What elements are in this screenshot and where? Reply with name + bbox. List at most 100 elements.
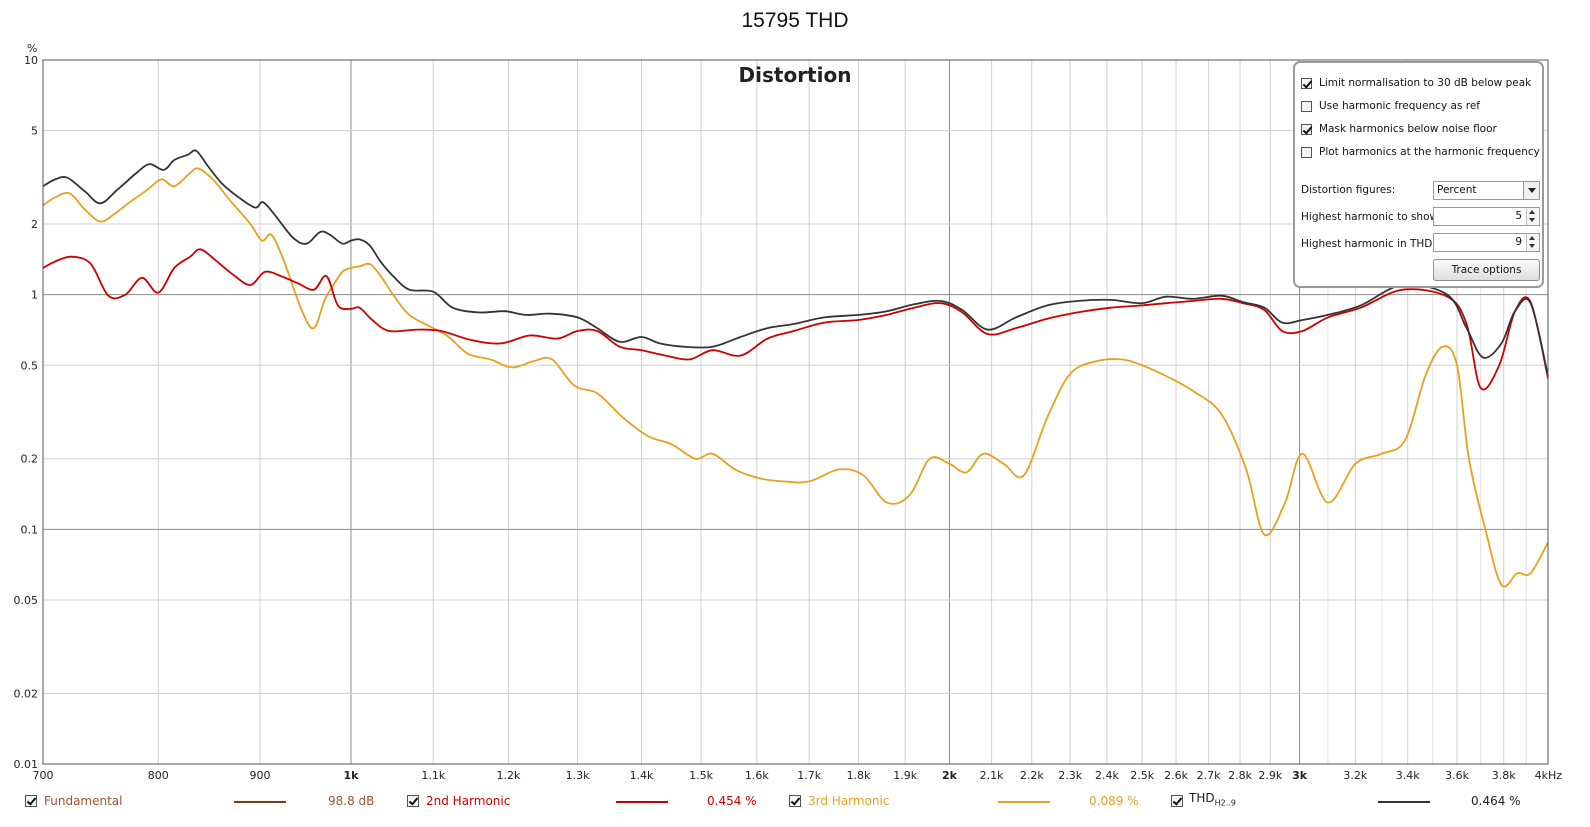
x-tick-label: 1k	[343, 769, 359, 782]
trace-options-button[interactable]: Trace options	[1433, 259, 1540, 281]
option-label: Limit normalisation to 30 dB below peak	[1319, 77, 1532, 89]
option-label: Mask harmonics below noise floor	[1319, 123, 1497, 135]
x-tick-label: 1.1k	[421, 769, 445, 782]
chevron-down-icon[interactable]	[1523, 182, 1539, 199]
x-tick-label: 3.2k	[1343, 769, 1367, 782]
distortion-chart[interactable]: 700 800 900 1k 1.1k 1.2k 1.3k 1.4k 1.5k 1.6k 1.7k 1…	[0, 0, 1590, 790]
x-tick-label: 1.2k	[496, 769, 520, 782]
x-tick-label: 2.2k	[1020, 769, 1044, 782]
legend-value: 0.464 %	[1471, 794, 1521, 808]
y-axis-unit: %	[27, 42, 37, 55]
x-tick-label: 3.4k	[1396, 769, 1420, 782]
x-tick-label: 2k	[942, 769, 958, 782]
highest-harmonic-show-spinner[interactable]: 5	[1433, 207, 1540, 226]
spinner-buttons[interactable]	[1526, 208, 1539, 225]
x-tick-label: 1.8k	[847, 769, 871, 782]
x-tick-label: 2.8k	[1228, 769, 1252, 782]
legend-swatch	[234, 801, 286, 803]
page-title: 15795 THD	[741, 9, 849, 32]
option-plot-harmonics[interactable]: Plot harmonics at the harmonic frequency	[1301, 144, 1540, 160]
plot-frame	[42, 59, 1549, 765]
x-tick-label: 1.3k	[566, 769, 590, 782]
x-tick-label: 1.6k	[745, 769, 769, 782]
y-tick-label: 1	[31, 289, 38, 302]
fundamental-checkbox[interactable]	[25, 795, 37, 807]
legend-swatch	[616, 801, 668, 803]
plot-title: Distortion	[739, 63, 852, 87]
y-tick-label: 5	[31, 125, 38, 138]
legend-item-3rd-harmonic: 3rd Harmonic 0.089 %	[0, 793, 1160, 811]
spin-up-icon[interactable]	[1529, 236, 1535, 240]
x-tick-label: 1.9k	[893, 769, 917, 782]
highest-harmonic-show-label: Highest harmonic to show:	[1301, 211, 1442, 223]
y-tick-label: 10	[24, 54, 38, 67]
legend-swatch	[1378, 801, 1430, 803]
legend-swatch	[998, 801, 1050, 803]
spin-up-icon[interactable]	[1529, 210, 1535, 214]
y-tick-label: 0.05	[14, 594, 39, 607]
series-line-3rd-harmonic	[42, 167, 1549, 588]
limit-normalisation-checkbox[interactable]	[1301, 77, 1312, 89]
x-tick-label: 1.7k	[797, 769, 821, 782]
legend-item-2nd-harmonic: 2nd Harmonic 0.454 %	[0, 793, 780, 811]
legend-value: 0.089 %	[1089, 794, 1139, 808]
x-tick-label: 4kHz	[1535, 769, 1563, 782]
y-axis: 10 5 2 1 0.5 0.2 0.1 0.05 0.02 0.01	[14, 54, 39, 771]
x-tick-label: 1.5k	[689, 769, 713, 782]
distortion-figures-label: Distortion figures:	[1301, 184, 1396, 196]
spinner-buttons[interactable]	[1526, 234, 1539, 251]
y-tick-label: 2	[31, 218, 38, 231]
distortion-figures-value: Percent	[1437, 184, 1477, 196]
legend-value: 0.454 %	[707, 794, 757, 808]
x-tick-label: 2.3k	[1058, 769, 1082, 782]
x-tick-label: 3.8k	[1492, 769, 1516, 782]
legend-value: 98.8 dB	[328, 794, 375, 808]
x-tick-label: 2.6k	[1164, 769, 1188, 782]
option-use-harmonic-frequency[interactable]: Use harmonic frequency as ref	[1301, 98, 1480, 114]
option-label: Use harmonic frequency as ref	[1319, 100, 1480, 112]
y-tick-label: 0.01	[14, 758, 39, 771]
plot-harmonics-checkbox[interactable]	[1301, 146, 1312, 158]
highest-harmonic-thd-value: 9	[1515, 236, 1522, 248]
x-tick-label: 2.9k	[1258, 769, 1282, 782]
y-tick-label: 0.02	[14, 687, 39, 700]
y-tick-label: 0.1	[21, 523, 39, 536]
x-tick-label: 2.1k	[980, 769, 1004, 782]
legend-name: Fundamental	[44, 794, 123, 808]
spin-down-icon[interactable]	[1529, 244, 1535, 248]
distortion-figures-select[interactable]: Percent	[1433, 181, 1540, 200]
x-tick-label: 2.4k	[1095, 769, 1119, 782]
x-tick-label: 800	[148, 769, 169, 782]
option-label: Plot harmonics at the harmonic frequency	[1319, 146, 1540, 158]
highest-harmonic-thd-spinner[interactable]: 9	[1433, 233, 1540, 252]
x-tick-label: 3k	[1292, 769, 1308, 782]
options-panel: Limit normalisation to 30 dB below peak …	[1293, 61, 1544, 288]
series-layer	[42, 149, 1549, 588]
use-harmonic-frequency-checkbox[interactable]	[1301, 100, 1312, 112]
x-tick-label: 3.6k	[1445, 769, 1469, 782]
legend-name: 3rd Harmonic	[808, 794, 890, 808]
legend-name-subscript: H2..9	[1214, 798, 1236, 808]
option-limit-normalisation[interactable]: Limit normalisation to 30 dB below peak	[1301, 75, 1531, 91]
spin-down-icon[interactable]	[1529, 218, 1535, 222]
x-tick-label: 1.4k	[630, 769, 654, 782]
legend-name: 2nd Harmonic	[426, 794, 511, 808]
legend-item-thd: THDH2..9 0.464 %	[0, 791, 1540, 811]
3rd-harmonic-checkbox[interactable]	[789, 795, 801, 807]
thd-checkbox[interactable]	[1171, 795, 1183, 807]
option-mask-harmonics[interactable]: Mask harmonics below noise floor	[1301, 121, 1497, 137]
2nd-harmonic-checkbox[interactable]	[407, 795, 419, 807]
highest-harmonic-thd-label: Highest harmonic in THD:	[1301, 238, 1436, 250]
y-tick-label: 0.5	[21, 359, 39, 372]
legend-item-fundamental: Fundamental 98.8 dB	[0, 793, 390, 811]
legend-name: THDH2..9	[1189, 791, 1236, 807]
x-tick-label: 2.5k	[1130, 769, 1154, 782]
mask-harmonics-checkbox[interactable]	[1301, 123, 1312, 135]
series-line-thd	[42, 149, 1549, 377]
x-tick-label: 2.7k	[1197, 769, 1221, 782]
highest-harmonic-show-value: 5	[1515, 210, 1522, 222]
y-tick-label: 0.2	[21, 453, 39, 466]
series-line-2nd-harmonic	[42, 248, 1549, 391]
x-tick-label: 700	[33, 769, 54, 782]
legend-name-text: THD	[1189, 791, 1215, 805]
